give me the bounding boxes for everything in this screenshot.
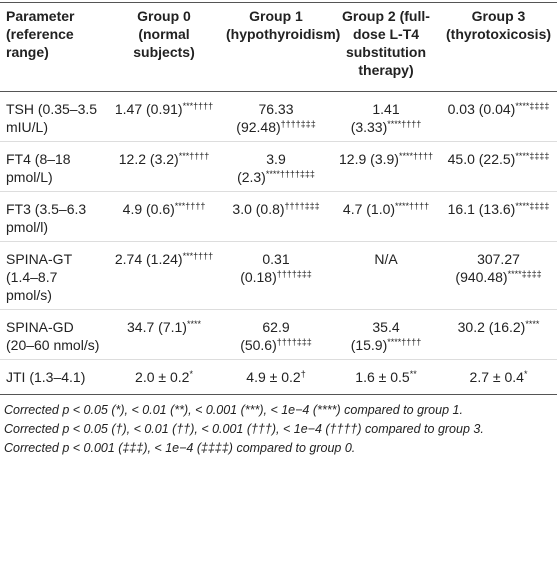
cell-value: 307.27 (940.48): [455, 251, 520, 285]
value-cell: 0.31 (0.18)††††‡‡‡: [220, 241, 332, 310]
value-cell: 30.2 (16.2)****: [440, 309, 557, 360]
significance-mark: ****‡‡‡‡: [515, 201, 550, 211]
significance-mark: ****††††‡‡‡: [265, 169, 315, 179]
footnote: Corrected p < 0.05 (*), < 0.01 (**), < 0…: [4, 403, 463, 417]
parameter-cell: SPINA-GT (1.4–8.7 pmol/s): [0, 241, 108, 310]
value-cell: 3.9 (2.3)****††††‡‡‡: [220, 141, 332, 192]
significance-mark: ††††‡‡‡: [280, 119, 316, 129]
significance-mark: ***††††: [182, 101, 214, 111]
value-cell: 1.47 (0.91)***††††: [108, 91, 220, 142]
significance-mark: ††††‡‡‡: [284, 201, 320, 211]
value-cell: 45.0 (22.5)****‡‡‡‡: [440, 141, 557, 192]
footnotes: Corrected p < 0.05 (*), < 0.01 (**), < 0…: [0, 395, 557, 458]
value-cell: 34.7 (7.1)****: [108, 309, 220, 360]
cell-value: 12.9 (3.9): [339, 151, 399, 167]
table-row: FT4 (8–18 pmol/L) 12.2 (3.2)***†††† 3.9 (2…: [0, 141, 557, 192]
cell-value: 62.9 (50.6): [240, 319, 290, 353]
cell-value: 3.0 (0.8): [232, 201, 285, 217]
cell-value: 0.31 (0.18): [240, 251, 290, 285]
cell-value: 4.9 ± 0.2: [246, 369, 301, 385]
value-cell: 1.41 (3.33)****††††: [332, 91, 440, 142]
significance-mark: ****: [186, 319, 201, 329]
significance-mark: ***††††: [174, 201, 206, 211]
table-row: TSH (0.35–3.5 mIU/L) 1.47 (0.91)***†††† 76…: [0, 91, 557, 142]
cell-value: 1.6 ± 0.5: [355, 369, 410, 385]
header-row: Parameter (reference range) Group 0 (norm…: [0, 2, 557, 92]
value-cell: 4.9 (0.6)***††††: [108, 191, 220, 242]
significance-mark: ****††††: [395, 201, 430, 211]
header-cell: Parameter (reference range): [0, 2, 108, 92]
significance-mark: ***††††: [178, 151, 210, 161]
value-cell: 4.9 ± 0.2†: [220, 359, 332, 395]
significance-mark: *: [523, 369, 528, 379]
value-cell: 3.0 (0.8)††††‡‡‡: [220, 191, 332, 242]
cell-value: 4.9 (0.6): [122, 201, 175, 217]
significance-mark: **: [409, 369, 417, 379]
value-cell: 62.9 (50.6)††††‡‡‡: [220, 309, 332, 360]
page: Parameter (reference range) Group 0 (norm…: [0, 2, 557, 458]
table-body: TSH (0.35–3.5 mIU/L) 1.47 (0.91)***†††† 76…: [0, 91, 557, 395]
header-cell: Group 0 (normal subjects): [108, 2, 220, 92]
cell-value: 34.7 (7.1): [127, 319, 187, 335]
parameter-cell: FT4 (8–18 pmol/L): [0, 141, 108, 192]
cell-value: 2.7 ± 0.4: [469, 369, 524, 385]
cell-value: 2.74 (1.24): [114, 251, 183, 267]
header-cell: Group 2 (full-dose L-T4 substitution the…: [332, 2, 440, 92]
header-cell: Group 3 (thyrotoxicosis): [440, 2, 557, 92]
significance-mark: ****: [525, 319, 540, 329]
value-cell: 2.74 (1.24)***††††: [108, 241, 220, 310]
cell-value: 12.2 (3.2): [118, 151, 179, 167]
cell-value: N/A: [374, 251, 398, 267]
table-row: SPINA-GT (1.4–8.7 pmol/s) 2.74 (1.24)***†…: [0, 241, 557, 310]
value-cell: 1.6 ± 0.5**: [332, 359, 440, 395]
significance-mark: ****‡‡‡‡: [515, 151, 550, 161]
value-cell: 4.7 (1.0)****††††: [332, 191, 440, 242]
table-row: JTI (1.3–4.1) 2.0 ± 0.2* 4.9 ± 0.2† 1.6 ± 0…: [0, 359, 557, 395]
cell-value: 16.1 (13.6): [447, 201, 516, 217]
table-row: SPINA-GD (20–60 nmol/s) 34.7 (7.1)**** 62.…: [0, 309, 557, 360]
value-cell: 16.1 (13.6)****‡‡‡‡: [440, 191, 557, 242]
value-cell: 12.9 (3.9)****††††: [332, 141, 440, 192]
cell-value: 2.0 ± 0.2: [135, 369, 190, 385]
value-cell: 76.33 (92.48)††††‡‡‡: [220, 91, 332, 142]
value-cell: 307.27 (940.48)****‡‡‡‡: [440, 241, 557, 310]
cell-value: 76.33 (92.48): [236, 101, 294, 135]
significance-mark: ††††‡‡‡: [276, 269, 312, 279]
parameter-cell: SPINA-GD (20–60 nmol/s): [0, 309, 108, 360]
value-cell: 12.2 (3.2)***††††: [108, 141, 220, 192]
header-cell: Group 1 (hypothyroidism): [220, 2, 340, 92]
value-cell: N/A: [332, 241, 440, 310]
parameter-cell: JTI (1.3–4.1): [0, 359, 108, 395]
significance-mark: ****††††: [398, 151, 433, 161]
cell-value: 45.0 (22.5): [447, 151, 516, 167]
significance-mark: ****‡‡‡‡: [507, 269, 542, 279]
significance-mark: †: [300, 369, 306, 379]
cell-value: 1.41 (3.33): [350, 101, 400, 135]
footnote: Corrected p < 0.001 (‡‡‡), < 1e−4 (‡‡‡‡)…: [4, 441, 356, 455]
table-row: FT3 (3.5–6.3 pmol/l) 4.9 (0.6)***†††† 3.0 …: [0, 191, 557, 242]
cell-value: 0.03 (0.04): [447, 101, 516, 117]
significance-mark: ****††††: [387, 337, 422, 347]
significance-mark: ****‡‡‡‡: [515, 101, 550, 111]
value-cell: 2.7 ± 0.4*: [440, 359, 557, 395]
cell-value: 3.9 (2.3): [237, 151, 286, 185]
parameter-cell: TSH (0.35–3.5 mIU/L): [0, 91, 108, 142]
cell-value: 30.2 (16.2): [457, 319, 526, 335]
significance-mark: ††††‡‡‡: [276, 337, 312, 347]
cell-value: 1.47 (0.91): [114, 101, 183, 117]
cell-value: 35.4 (15.9): [350, 319, 400, 353]
results-table: Parameter (reference range) Group 0 (norm…: [0, 2, 557, 395]
parameter-cell: FT3 (3.5–6.3 pmol/l): [0, 191, 108, 242]
value-cell: 2.0 ± 0.2*: [108, 359, 220, 395]
value-cell: 35.4 (15.9)****††††: [332, 309, 440, 360]
significance-mark: ****††††: [387, 119, 422, 129]
significance-mark: ***††††: [182, 251, 214, 261]
footnote: Corrected p < 0.05 (†), < 0.01 (††), < 0…: [4, 422, 484, 436]
significance-mark: *: [189, 369, 193, 379]
cell-value: 4.7 (1.0): [342, 201, 396, 217]
value-cell: 0.03 (0.04)****‡‡‡‡: [440, 91, 557, 142]
